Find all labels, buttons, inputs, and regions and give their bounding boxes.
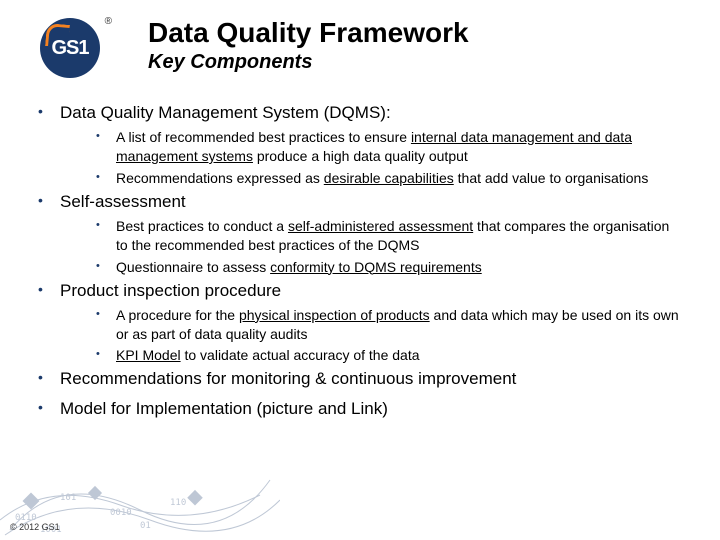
sub-list-item: •Best practices to conduct a self-admini… [96, 217, 682, 255]
text-run: A procedure for the [116, 307, 239, 323]
text-run: to validate actual accuracy of the data [181, 347, 420, 363]
sub-list-item: •Questionnaire to assess conformity to D… [96, 258, 682, 277]
underlined-text: physical inspection of products [239, 307, 430, 323]
registered-mark: ® [105, 16, 112, 27]
sub-list-item: •KPI Model to validate actual accuracy o… [96, 346, 682, 365]
list-item: •Recommendations for monitoring & contin… [38, 368, 682, 390]
list-item-label: Data Quality Management System (DQMS): [60, 102, 391, 124]
gs1-logo: GS1 ® [40, 18, 120, 80]
bullet-icon: • [96, 217, 116, 255]
sub-list: •Best practices to conduct a self-admini… [96, 217, 682, 277]
underlined-text: KPI Model [116, 347, 181, 363]
bullet-icon: • [96, 169, 116, 188]
list-item-label: Recommendations for monitoring & continu… [60, 368, 516, 390]
bullet-icon: • [96, 258, 116, 277]
text-run: that add value to organisations [454, 170, 649, 186]
text-run: Recommendations expressed as [116, 170, 324, 186]
bullet-icon: • [96, 306, 116, 344]
text-run: Questionnaire to assess [116, 259, 270, 275]
sub-list-item-text: Questionnaire to assess conformity to DQ… [116, 258, 482, 277]
svg-text:0010: 0010 [110, 508, 132, 518]
logo-text: GS1 [51, 37, 88, 60]
text-run: Best practices to conduct a [116, 218, 288, 234]
sub-list-item-text: KPI Model to validate actual accuracy of… [116, 346, 420, 365]
bullet-icon: • [38, 280, 60, 302]
sub-list-item-text: Best practices to conduct a self-adminis… [116, 217, 682, 255]
bullet-icon: • [38, 102, 60, 124]
page-subtitle: Key Components [148, 51, 469, 74]
list-item-label: Model for Implementation (picture and Li… [60, 398, 388, 420]
header: GS1 ® Data Quality Framework Key Compone… [0, 0, 720, 80]
underlined-text: conformity to DQMS requirements [270, 259, 482, 275]
list-item: •Product inspection procedure [38, 280, 682, 302]
logo-circle: GS1 [40, 18, 100, 78]
bullet-icon: • [96, 346, 116, 365]
bullet-icon: • [38, 368, 60, 390]
underlined-text: desirable capabilities [324, 170, 454, 186]
content: •Data Quality Management System (DQMS):•… [0, 80, 720, 420]
sub-list: •A list of recommended best practices to… [96, 128, 682, 188]
sub-list-item: •A list of recommended best practices to… [96, 128, 682, 166]
list-item-label: Product inspection procedure [60, 280, 281, 302]
text-run: A list of recommended best practices to … [116, 129, 411, 145]
sub-list-item-text: A list of recommended best practices to … [116, 128, 682, 166]
svg-text:110: 110 [170, 498, 186, 508]
list-item-label: Self-assessment [60, 191, 186, 213]
list-item: •Self-assessment [38, 191, 682, 213]
sub-list: •A procedure for the physical inspection… [96, 306, 682, 366]
page-title: Data Quality Framework [148, 18, 469, 49]
svg-text:01: 01 [140, 521, 151, 531]
bullet-icon: • [96, 128, 116, 166]
text-run: produce a high data quality output [253, 148, 468, 164]
bullet-icon: • [38, 398, 60, 420]
list-item: •Model for Implementation (picture and L… [38, 398, 682, 420]
underlined-text: self-administered assessment [288, 218, 473, 234]
title-block: Data Quality Framework Key Components [148, 18, 469, 74]
sub-list-item: •A procedure for the physical inspection… [96, 306, 682, 344]
sub-list-item-text: Recommendations expressed as desirable c… [116, 169, 648, 188]
copyright-footer: © 2012 GS1 [10, 522, 60, 532]
bullet-icon: • [38, 191, 60, 213]
sub-list-item-text: A procedure for the physical inspection … [116, 306, 682, 344]
list-item: •Data Quality Management System (DQMS): [38, 102, 682, 124]
sub-list-item: •Recommendations expressed as desirable … [96, 169, 682, 188]
svg-text:101: 101 [60, 493, 76, 503]
